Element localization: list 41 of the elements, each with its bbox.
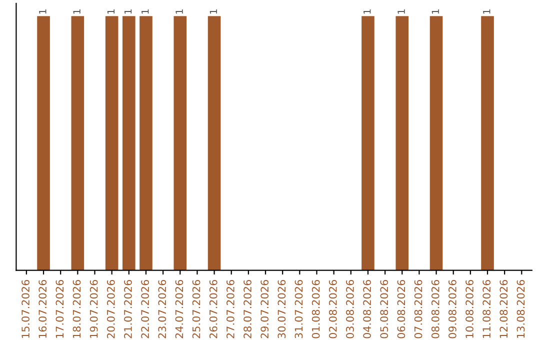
data-label: 1 <box>483 9 490 14</box>
x-tick-label: 27.07.2026 <box>226 280 234 338</box>
data-label: 1 <box>176 9 183 14</box>
x-tick-label: 19.07.2026 <box>90 280 98 338</box>
x-tick-label: 29.07.2026 <box>260 280 269 338</box>
x-tick-label: 15.07.2026 <box>22 280 30 338</box>
x-tick-label: 02.08.2026 <box>328 280 337 338</box>
x-tick-label: 03.08.2026 <box>346 280 354 338</box>
x-tick-label: 09.08.2026 <box>448 280 456 338</box>
x-tick-label: 07.08.2026 <box>414 280 422 338</box>
data-label: 1 <box>124 9 132 14</box>
x-tick-label: 28.07.2026 <box>244 280 252 338</box>
x-tick-label: 26.07.2026 <box>209 280 218 338</box>
x-tick-label: 08.08.2026 <box>431 280 440 338</box>
data-label: 1 <box>398 9 405 14</box>
data-label: 1 <box>364 9 371 14</box>
x-tick-label: 16.07.2026 <box>38 280 47 338</box>
x-tick-label: 12.08.2026 <box>500 280 508 338</box>
x-tick-label: 22.07.2026 <box>141 280 149 338</box>
x-tick-label: 13.08.2026 <box>516 280 525 338</box>
x-tick-label: 11.08.2026 <box>482 280 491 338</box>
x-tick-label: 21.07.2026 <box>124 280 132 338</box>
x-tick-label: 05.08.2026 <box>380 280 388 338</box>
data-label: 1 <box>39 9 46 14</box>
x-tick-label: 25.07.2026 <box>192 280 200 338</box>
data-label: 1 <box>432 9 439 14</box>
x-tick-label: 17.07.2026 <box>56 280 64 338</box>
x-tick-label: 20.07.2026 <box>106 280 115 338</box>
x-tick-label: 10.08.2026 <box>466 280 474 338</box>
x-tick-label: 31.07.2026 <box>294 280 303 338</box>
x-tick-label: 04.08.2026 <box>363 280 371 338</box>
data-label: 1 <box>107 9 115 14</box>
data-label: 1 <box>210 9 217 14</box>
x-tick-label: 30.07.2026 <box>278 280 286 338</box>
data-label: 1 <box>142 9 149 14</box>
data-label: 1 <box>73 9 80 14</box>
x-tick-label: 18.07.2026 <box>72 280 81 338</box>
x-tick-label: 06.08.2026 <box>397 280 406 338</box>
x-tick-label: 24.07.2026 <box>175 280 184 338</box>
x-tick-label: 01.08.2026 <box>312 280 320 338</box>
x-tick-label: 23.07.2026 <box>158 280 166 338</box>
